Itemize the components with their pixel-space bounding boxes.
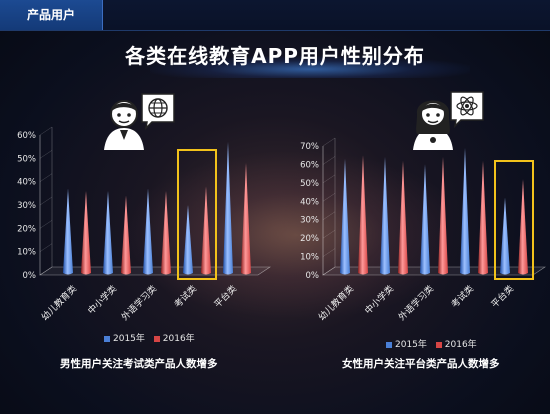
male-chart-legend: 2015年 2016年 bbox=[98, 331, 195, 344]
female-chart-caption: 女性用户关注平台类产品人数增多 bbox=[342, 358, 500, 370]
chart-floor bbox=[39, 266, 271, 276]
y-gridline bbox=[322, 229, 336, 239]
bar-2015 bbox=[340, 158, 350, 275]
y-gridline bbox=[322, 137, 336, 147]
y-tick-label: 10% bbox=[300, 253, 319, 263]
y-gridline bbox=[39, 126, 53, 136]
x-tick-label: 考试类 bbox=[172, 283, 200, 311]
bar-2016 bbox=[478, 160, 488, 275]
y-tick-label: 70% bbox=[300, 142, 319, 152]
x-tick-label: 考试类 bbox=[449, 283, 477, 311]
y-tick-label: 60% bbox=[300, 160, 319, 170]
y-tick-label: 20% bbox=[300, 234, 319, 244]
y-tick-label: 30% bbox=[300, 216, 319, 226]
section-tag: 产品用户 bbox=[0, 0, 103, 30]
y-tick-label: 20% bbox=[17, 224, 36, 234]
y-tick-label: 40% bbox=[17, 178, 36, 188]
bar-2015 bbox=[460, 147, 470, 275]
y-gridline bbox=[39, 266, 53, 276]
bar-2015 bbox=[420, 164, 430, 275]
male-user-globe-icon bbox=[104, 93, 175, 150]
bar-2015 bbox=[143, 188, 153, 275]
bar-2016 bbox=[81, 191, 91, 275]
bar-2015 bbox=[183, 205, 193, 275]
bar-2016 bbox=[438, 157, 448, 275]
highlight-box bbox=[177, 149, 217, 280]
bar-2016 bbox=[161, 191, 171, 275]
legend-swatch-2016 bbox=[435, 341, 442, 348]
y-gridline bbox=[39, 196, 53, 206]
chart-floor bbox=[322, 266, 546, 276]
y-tick-label: 40% bbox=[300, 197, 319, 207]
x-tick-label: 外语学习类 bbox=[119, 283, 159, 323]
legend-swatch-2015 bbox=[386, 341, 392, 348]
x-tick-label: 幼儿教育类 bbox=[316, 283, 356, 323]
y-gridline bbox=[39, 243, 53, 252]
x-tick-label: 中小学类 bbox=[85, 283, 119, 317]
y-gridline bbox=[39, 220, 53, 229]
y-tick-label: 0% bbox=[23, 271, 37, 281]
female-users-chart: 0% 10% 20% 30% 40% 50% 60% 70% 幼儿教育类 中小学类 外语学习类 考试类… bbox=[300, 137, 546, 323]
y-tick-label: 50% bbox=[17, 154, 36, 164]
y-gridline bbox=[322, 248, 336, 257]
bar-2015 bbox=[500, 197, 510, 275]
y-tick-label: 0% bbox=[306, 271, 320, 281]
legend-swatch-2015 bbox=[104, 335, 110, 342]
y-gridline bbox=[39, 173, 53, 182]
y-tick-label: 60% bbox=[17, 131, 36, 141]
y-gridline bbox=[322, 211, 336, 220]
bar-2016 bbox=[201, 186, 211, 275]
bar-2016 bbox=[121, 195, 131, 275]
legend-label-2015: 2015年 bbox=[113, 334, 145, 344]
bar-2015 bbox=[103, 191, 113, 275]
y-tick-label: 50% bbox=[300, 179, 319, 189]
legend-swatch-2016 bbox=[153, 335, 160, 342]
bar-2016 bbox=[518, 179, 528, 275]
x-tick-label: 中小学类 bbox=[362, 283, 396, 317]
legend-label-2016: 2016年 bbox=[444, 340, 477, 350]
y-tick-label: 10% bbox=[17, 248, 36, 258]
y-gridline bbox=[322, 174, 336, 184]
y-gridline bbox=[322, 193, 336, 202]
female-user-atom-icon bbox=[413, 91, 484, 150]
highlight-box bbox=[494, 160, 534, 280]
title-glow bbox=[150, 56, 470, 78]
x-tick-label: 平台类 bbox=[489, 283, 517, 311]
legend-label-2015: 2015年 bbox=[395, 340, 427, 350]
y-gridline bbox=[322, 156, 336, 165]
bar-2016 bbox=[398, 160, 408, 275]
page-title: 各类在线教育APP用户性别分布 bbox=[125, 44, 425, 68]
y-gridline bbox=[322, 266, 336, 276]
bar-2016 bbox=[358, 155, 368, 275]
y-gridline bbox=[39, 150, 53, 159]
x-tick-label: 幼儿教育类 bbox=[39, 283, 79, 323]
female-chart-legend: 2015年 2016年 bbox=[380, 337, 477, 350]
bar-2016 bbox=[241, 163, 251, 275]
male-users-chart: 0% 10% 20% 30% 40% 50% 60% 幼儿教育类 中小学类 外语学习类 考试类 平台类 bbox=[17, 126, 271, 323]
x-tick-label: 外语学习类 bbox=[396, 283, 436, 323]
bar-2015 bbox=[63, 188, 73, 275]
male-chart-caption: 男性用户关注考试类产品人数增多 bbox=[60, 358, 218, 370]
x-tick-label: 平台类 bbox=[212, 283, 240, 311]
bar-2015 bbox=[223, 142, 233, 275]
y-tick-label: 30% bbox=[17, 201, 36, 211]
bar-2015 bbox=[380, 157, 390, 275]
legend-label-2016: 2016年 bbox=[162, 334, 195, 344]
